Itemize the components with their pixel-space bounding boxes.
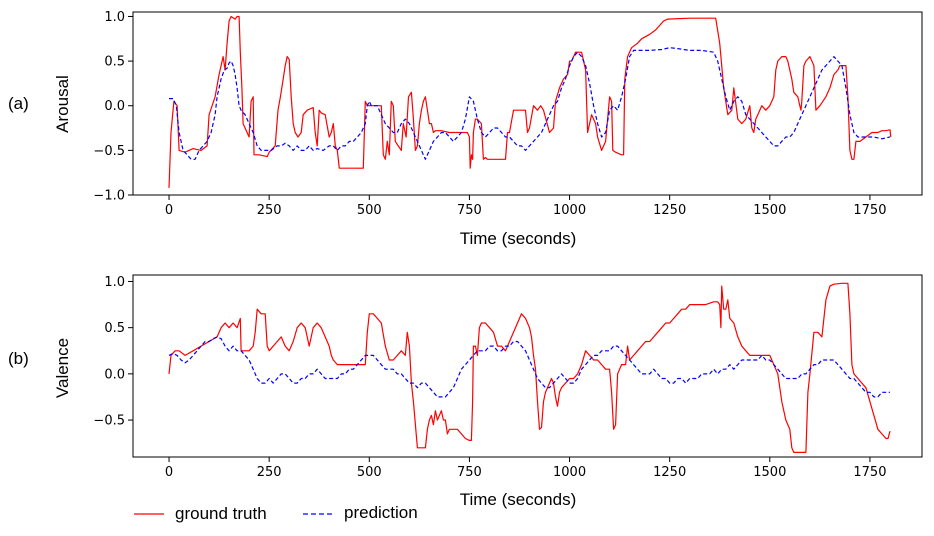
valence-series-ground-truth	[168, 282, 891, 453]
valence-x-tick-label: 1500	[753, 465, 786, 480]
arousal-x-tick-label: 500	[357, 203, 382, 218]
arousal-series-ground-truth	[168, 15, 892, 188]
valence-y-axis-label: Valence	[53, 338, 72, 398]
valence-x-tick-label: 0	[165, 465, 173, 480]
valence-axes-frame	[132, 274, 923, 458]
arousal-y-axis-label: Arousal	[53, 75, 72, 133]
arousal-axes-frame	[132, 11, 923, 196]
valence-x-tick-label: 1750	[853, 465, 886, 480]
arousal-series-prediction	[169, 47, 891, 160]
arousal-x-tick-label: 0	[165, 203, 173, 218]
arousal-plot-area: 0 250 500 750 1000 1250 1500 1750 −1.0 −0.5 0.0 0.5…	[93, 10, 923, 218]
valence-y-tick-label: 0.0	[104, 367, 125, 382]
valence-x-axis-label: Time (seconds)	[460, 490, 577, 509]
valence-panel: (b) Valence Time (seconds) 0 250 500 750 100…	[8, 274, 923, 509]
valence-y-tick-label: 0.5	[104, 321, 125, 336]
arousal-x-tick-label: 1750	[853, 203, 886, 218]
valence-x-tick-label: 1250	[653, 465, 686, 480]
arousal-y-tick-label: 0.5	[104, 55, 125, 70]
legend: ground truth prediction	[134, 503, 418, 523]
arousal-x-tick-label: 1500	[753, 203, 786, 218]
arousal-x-tick-label: 1000	[553, 203, 586, 218]
valence-y-tick-label: 1.0	[104, 275, 125, 290]
valence-x-tick-label: 500	[357, 465, 382, 480]
arousal-y-tick-label: 1.0	[104, 10, 125, 25]
valence-plot-area: 0 250 500 750 1000 1250 1500 1750 −0.5 0.0 0.5 1.0	[93, 274, 923, 480]
panel-b-label: (b)	[8, 349, 29, 368]
arousal-x-tick-label: 1250	[653, 203, 686, 218]
arousal-y-tick-label: 0.0	[104, 99, 125, 114]
valence-x-tick-label: 750	[457, 465, 482, 480]
valence-x-tick-label: 1000	[553, 465, 586, 480]
legend-ground-truth-label: ground truth	[175, 504, 267, 523]
valence-x-tick-label: 250	[257, 465, 282, 480]
arousal-y-tick-label: −1.0	[93, 189, 125, 204]
arousal-x-tick-label: 250	[257, 203, 282, 218]
legend-prediction-label: prediction	[344, 503, 418, 522]
arousal-x-axis-label: Time (seconds)	[460, 229, 577, 248]
valence-y-tick-label: −0.5	[93, 414, 125, 429]
panel-a-label: (a)	[8, 94, 29, 113]
arousal-panel: (a) Arousal Time (seconds) 0 250 500 750 100…	[8, 10, 923, 248]
valence-series-prediction	[168, 336, 890, 398]
arousal-x-tick-label: 750	[457, 203, 482, 218]
arousal-y-tick-label: −0.5	[93, 144, 125, 159]
